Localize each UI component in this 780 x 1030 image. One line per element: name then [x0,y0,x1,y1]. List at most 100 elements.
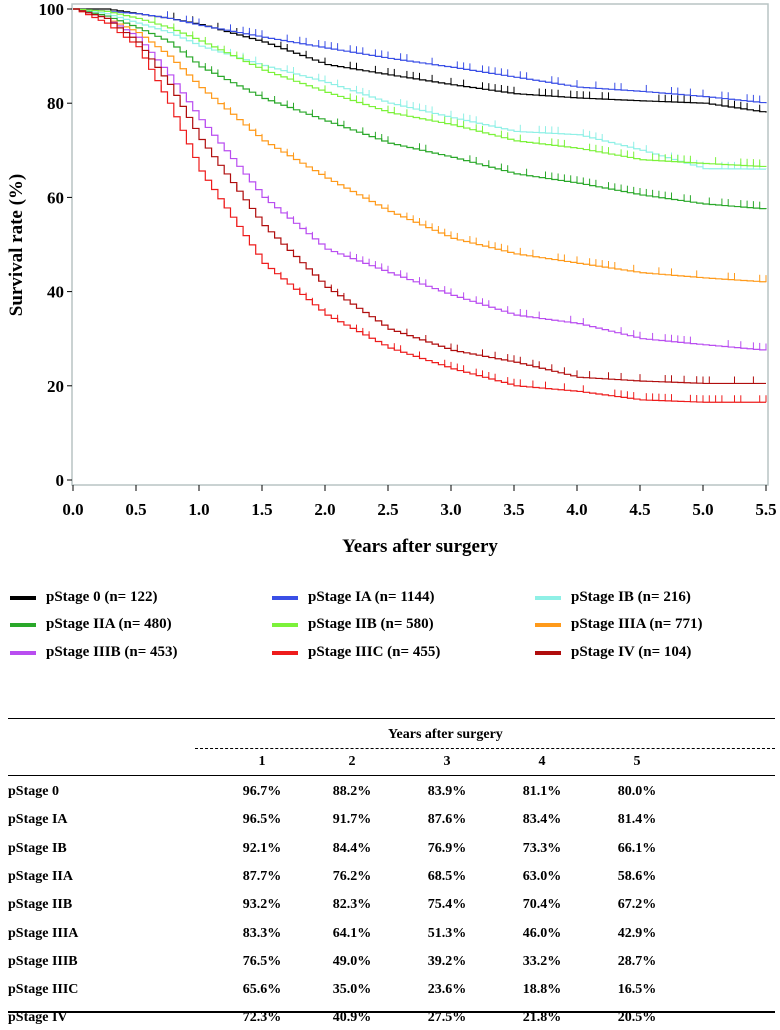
survival-value: 35.0% [332,982,372,998]
survival-value: 88.2% [332,784,372,799]
row-label: pStage IV [8,1010,68,1026]
series-6 [73,8,767,351]
survival-value: 83.3% [242,925,282,941]
x-tick-label: 4.0 [566,500,587,519]
column-header: 5 [633,754,641,769]
legend-item: pStage IA (n= 1144) [272,589,434,606]
y-axis-label: Survival rate (%) [6,174,27,316]
survival-value: 51.3% [427,925,467,941]
survival-value: 40.9% [332,1010,372,1026]
table-row: pStage IIIA 83.3% 64.1% 51.3% 46.0% 42.9% [8,926,775,946]
survival-value: 68.5% [427,868,467,884]
survival-value: 21.8% [522,1010,562,1026]
survival-value: 33.2% [522,953,562,969]
survival-value: 49.0% [332,953,372,969]
legend-swatch [10,650,36,655]
survival-curve [73,8,766,385]
survival-value: 76.2% [332,868,372,884]
column-header: 2 [348,754,356,769]
column-header: 3 [443,754,451,769]
legend-swatch [272,595,298,600]
table-row: pStage IIIC 65.6% 35.0% 23.6% 18.8% 16.5% [8,982,775,1002]
survival-value: 42.9% [617,925,657,941]
survival-value: 82.3% [332,897,372,913]
table-row: pStage IB 92.1% 84.4% 76.9% 73.3% 66.1% [8,841,775,861]
survival-value: 70.4% [522,897,562,913]
legend-label: pStage IIIB (n= 453) [46,644,178,660]
x-tick-label: 4.5 [629,500,650,519]
survival-value: 87.7% [242,868,282,884]
table-row: pStage IIB 93.2% 82.3% 75.4% 70.4% 67.2% [8,897,775,917]
x-tick-label: 0.0 [62,500,83,519]
legend-item: pStage IIA (n= 480) [10,616,172,633]
row-label: pStage IIIA [8,925,79,941]
legend-swatch [535,595,561,600]
survival-value: 81.1% [522,784,562,799]
column-header: 4 [538,754,546,769]
x-tick-label: 3.5 [503,500,524,519]
row-label: pStage IA [8,812,68,828]
survival-curve [73,8,767,283]
x-tick-label: 2.0 [314,500,335,519]
survival-value: 93.2% [242,897,282,913]
survival-value: 76.5% [242,953,282,969]
legend-swatch [10,595,36,600]
y-tick-label: 20 [47,377,64,396]
survival-value: 75.4% [427,897,467,913]
x-tick-label: 5.5 [755,500,776,519]
legend-swatch [535,650,561,655]
legend-swatch [272,650,298,655]
row-label: pStage 0 [8,784,59,799]
table-row: pStage IIA 87.7% 76.2% 68.5% 63.0% 58.6% [8,869,775,889]
survival-value: 96.5% [242,812,282,828]
survival-curve [73,8,767,351]
legend-label: pStage IB (n= 216) [571,589,691,605]
survival-value: 72.3% [242,1010,282,1026]
row-label: pStage IIA [8,868,73,884]
legend-item: pStage IV (n= 104) [535,644,691,661]
survival-value: 96.7% [242,784,282,799]
legend-label: pStage IA (n= 1144) [308,589,435,605]
legend-item: pStage IIIC (n= 455) [272,644,440,661]
survival-value: 83.9% [427,784,467,799]
survival-value: 67.2% [617,897,657,913]
legend-swatch [535,622,561,627]
survival-value: 76.9% [427,840,467,856]
series-3 [73,8,767,210]
x-tick-label: 3.0 [440,500,461,519]
survival-value: 87.6% [427,812,467,828]
survival-value: 63.0% [522,868,562,884]
x-axis-label: Years after surgery [342,536,498,557]
survival-value: 84.4% [332,840,372,856]
column-header: 1 [258,754,266,769]
survival-curve [73,8,767,104]
legend-item: pStage IIB (n= 580) [272,616,434,633]
table-row: pStage IA 96.5% 91.7% 87.6% 83.4% 81.4% [8,812,775,832]
legend-item: pStage 0 (n= 122) [10,589,157,606]
series-5 [73,8,767,283]
series-4 [73,8,767,168]
y-tick-label: 40 [47,283,64,302]
survival-curve [73,8,767,168]
survival-value: 16.5% [617,982,657,998]
legend-item: pStage IIIA (n= 771) [535,616,702,633]
y-tick-label: 60 [47,188,64,207]
x-tick-label: 1.5 [251,500,272,519]
row-label: pStage IIB [8,897,73,913]
series-1 [73,8,767,104]
survival-value: 28.7% [617,953,657,969]
survival-curve [73,8,767,113]
survival-value: 46.0% [522,925,562,941]
survival-curve [73,8,767,170]
y-tick-label: 80 [47,94,64,113]
row-label: pStage IIIC [8,982,79,998]
survival-value: 23.6% [427,982,467,998]
x-tick-label: 0.5 [125,500,146,519]
legend-label: pStage IIIC (n= 455) [308,644,441,660]
survival-chart: 0 20 40 60 80 100 0.0 0.5 1.0 1.5 2.0 2.5 3.0 3.5 4.0… [6,0,777,557]
survival-value: 73.3% [522,840,562,856]
survival-value: 66.1% [617,840,657,856]
legend-swatch [10,622,36,627]
group-header: Years after surgery [388,727,503,742]
survival-value: 20.5% [617,1010,657,1026]
